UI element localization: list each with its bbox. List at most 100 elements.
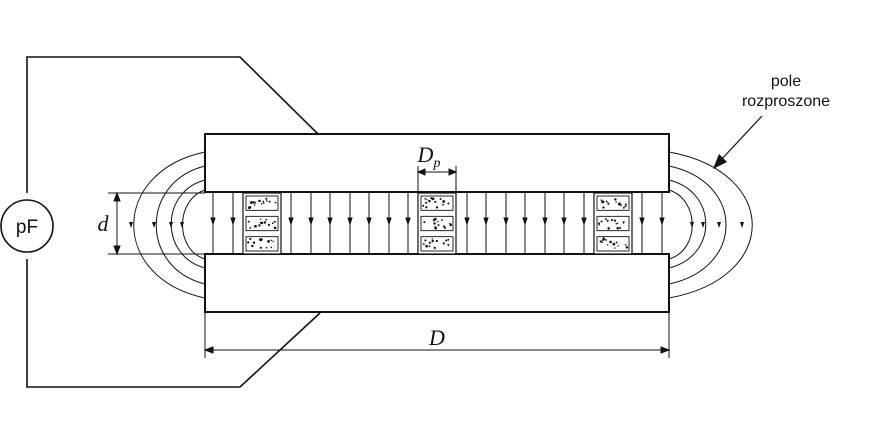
gap-dimension (108, 191, 205, 256)
pore-dot (431, 239, 434, 243)
pore-dot (602, 239, 604, 242)
pore-dot (607, 202, 610, 205)
meter-label: pF (16, 217, 38, 238)
pore-dot (597, 222, 601, 225)
pore-dot (602, 206, 605, 209)
pore-dot (247, 220, 250, 223)
pore-dot (442, 225, 446, 228)
pore-dot (610, 218, 614, 222)
pore-dot (624, 203, 627, 206)
picofarad-meter: pF (0, 199, 54, 253)
pore-dot (441, 219, 443, 221)
pore-arrow-right (448, 168, 458, 176)
pore-dot (435, 206, 439, 209)
pore-dot (274, 201, 277, 204)
stray-arrow-left-2 (152, 222, 156, 228)
pore-dot (601, 200, 605, 204)
stray-arrow-left-3 (169, 222, 173, 228)
pore-dot (622, 206, 625, 209)
field-line-arrowhead (230, 217, 236, 226)
pore-dot (605, 200, 608, 203)
pore-dot (434, 200, 437, 203)
pore-dot (258, 199, 261, 203)
pore-dot (431, 238, 434, 240)
field-line-arrowhead (659, 217, 665, 226)
pore-dot (616, 222, 619, 225)
pore-dot (606, 244, 609, 246)
pore-dot (434, 226, 437, 229)
stray-arrow-right-3 (701, 222, 705, 228)
pore-cell (596, 215, 630, 232)
field-line-arrowhead (210, 217, 216, 226)
pore-dot (270, 246, 273, 249)
stray-arc-left-1 (133, 151, 206, 299)
pore-dot (270, 239, 273, 242)
field-line-arrowhead (405, 217, 411, 226)
pore-dot (598, 223, 600, 226)
pore-dot (433, 222, 436, 225)
stray-arc-right-3 (668, 179, 707, 269)
field-line-arrowhead (366, 217, 372, 226)
field-line-arrowhead (522, 217, 528, 226)
pore-cell (245, 215, 279, 232)
field-line-arrowhead (542, 217, 548, 226)
pore-dot (606, 219, 609, 222)
field-line-arrowhead (503, 217, 509, 226)
pore-dot (252, 201, 255, 204)
lower-plate (204, 253, 670, 313)
pore-dot (262, 202, 265, 204)
pore-dot (272, 240, 274, 243)
pore-dot (625, 246, 629, 249)
pore-dot (425, 206, 428, 209)
pore-dot (447, 202, 450, 205)
field-line-arrowhead (386, 217, 392, 226)
pore-dot (249, 237, 252, 240)
pore-dot (600, 220, 603, 223)
field-line-arrowhead (561, 217, 567, 226)
gap-label: d (98, 211, 110, 236)
pore-dot (251, 244, 254, 248)
pore-cell (245, 195, 279, 211)
pore-dot (437, 220, 439, 223)
pore-dot (248, 206, 251, 210)
pore-dot (618, 202, 621, 205)
field-line-arrowhead (327, 217, 333, 226)
pore-dot (445, 239, 448, 242)
upper-wire (26, 56, 319, 193)
stray-arc-right-4 (668, 189, 693, 260)
pore-dot (259, 218, 262, 221)
pore-dot (262, 200, 265, 203)
pointer-line (719, 115, 763, 162)
pore-dot (432, 219, 436, 222)
pore-arrow-left (416, 168, 426, 176)
pore-dot (428, 241, 431, 244)
pore-dot (260, 238, 263, 241)
stray-arc-right-2 (668, 165, 727, 285)
stray-arc-left-4 (182, 189, 206, 260)
pore-dot (620, 204, 622, 207)
pore (242, 192, 282, 255)
pore-dot (615, 201, 617, 203)
pore-dot (447, 238, 450, 241)
pore-dot (268, 200, 271, 203)
upper-plate (204, 133, 670, 193)
field-line-arrowhead (639, 217, 645, 226)
pore-dot (273, 226, 277, 230)
pore-dot (250, 201, 253, 204)
stray-field-right (668, 151, 753, 299)
pore-dot (430, 197, 433, 200)
pore-dot (422, 204, 425, 207)
pore-dot (254, 225, 257, 228)
field-line-arrowhead (347, 217, 353, 226)
pore-dot (607, 227, 610, 230)
pore-dot (424, 197, 427, 200)
pore-dot (617, 245, 619, 247)
pore-dot (449, 222, 451, 225)
pore-dot (267, 223, 270, 226)
pore-dot (249, 227, 252, 229)
stray-arrow-right-4 (690, 222, 694, 228)
pore-dot (614, 247, 616, 249)
pore-cell (420, 236, 454, 252)
pore-dot (437, 224, 440, 227)
